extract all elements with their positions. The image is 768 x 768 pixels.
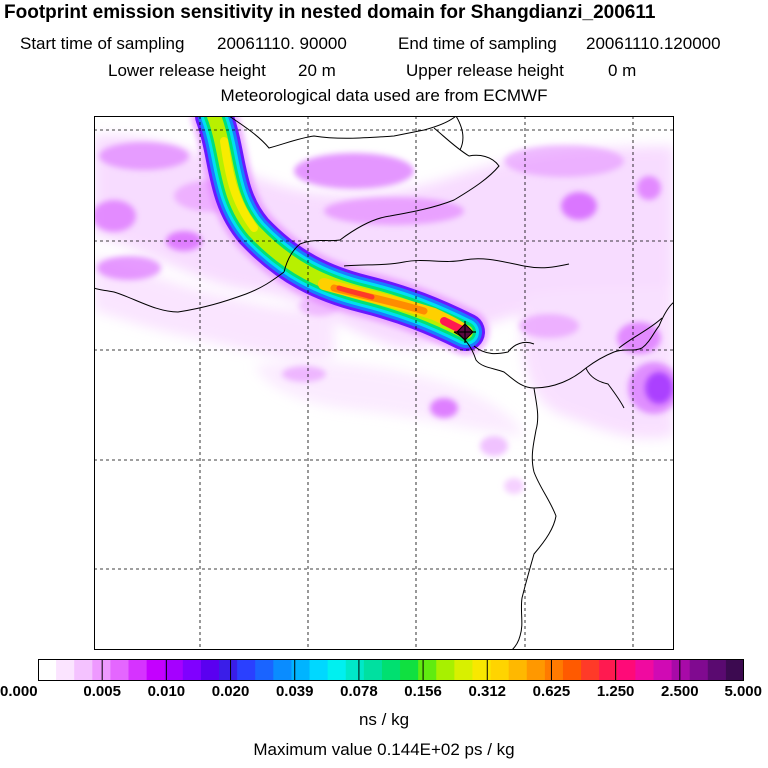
colorbar-tick-label: 0.039 (275, 683, 314, 700)
colorbar-cell (671, 659, 691, 681)
coastlines-and-borders (94, 116, 674, 650)
upper-height-label: Upper release height (406, 61, 564, 80)
colorbar-cells (38, 659, 744, 681)
colorbar-cell (707, 659, 727, 681)
lower-height-value: 20 m (298, 61, 336, 80)
colorbar-cell (617, 659, 636, 681)
colorbar-cell (92, 659, 112, 681)
colorbar-tick-label: 0.020 (211, 683, 250, 700)
colorbar-tick-label: 0.000 (0, 683, 38, 700)
colorbar-cell (363, 659, 383, 681)
colorbar-cell (146, 659, 166, 681)
colorbar-tick-label: 2.500 (661, 683, 699, 700)
colorbar-cell (725, 659, 744, 681)
colorbar-cell (508, 659, 528, 681)
footprint-plume (191, 116, 489, 355)
colorbar-cell (38, 659, 57, 681)
colorbar-cell (562, 659, 582, 681)
start-time-label: Start time of sampling (20, 34, 185, 53)
colorbar-tick-label: 0.156 (404, 683, 442, 700)
colorbar-cell (56, 659, 75, 681)
colorbar-cell (599, 659, 618, 681)
colorbar-cell (327, 659, 347, 681)
colorbar-cell (490, 659, 510, 681)
colorbar-tick-label: 0.078 (340, 683, 378, 700)
colorbar-cell (454, 659, 474, 681)
receptor-marker (454, 321, 476, 343)
colorbar-cell (309, 659, 329, 681)
colorbar-cell (164, 659, 184, 681)
map-frame (94, 116, 674, 650)
colorbar-cell (653, 659, 673, 681)
colorbar-tick-label: 0.010 (147, 683, 186, 700)
colorbar-cell (635, 659, 655, 681)
latlon-gridlines (94, 116, 674, 650)
colorbar-cell (255, 659, 274, 681)
end-time-value: 20061110.120000 (586, 34, 721, 53)
figure-title: Footprint emission sensitivity in nested… (4, 2, 656, 23)
colorbar-cell (544, 659, 564, 681)
start-time-value: 20061110. 90000 (217, 34, 347, 53)
lower-height-label: Lower release height (108, 61, 266, 80)
colorbar (38, 659, 744, 681)
colorbar-cell (472, 659, 492, 681)
colorbar-tick-label: 1.250 (596, 683, 635, 700)
colorbar-cell (200, 659, 220, 681)
colorbar-cell (418, 659, 437, 681)
met-data-line: Meteorological data used are from ECMWF (220, 86, 548, 105)
colorbar-tick-label: 5.000 (724, 683, 762, 700)
colorbar-cell (689, 659, 709, 681)
upper-height-value: 0 m (608, 61, 637, 80)
colorbar-cell (581, 659, 600, 681)
colorbar-cell (381, 659, 401, 681)
colorbar-units: ns / kg (358, 710, 410, 729)
footprint-map (94, 116, 674, 650)
colorbar-cell (291, 659, 311, 681)
colorbar-cell (182, 659, 202, 681)
colorbar-cell (526, 659, 546, 681)
colorbar-cell (345, 659, 365, 681)
colorbar-tick-label: 0.005 (83, 683, 121, 700)
colorbar-cell (273, 659, 293, 681)
colorbar-cell (110, 659, 130, 681)
colorbar-cell (237, 659, 256, 681)
colorbar-tick-label: 0.625 (532, 683, 571, 700)
maximum-value-text: Maximum value 0.144E+02 ps / kg (253, 740, 515, 759)
colorbar-cell (128, 659, 148, 681)
end-time-label: End time of sampling (398, 34, 557, 53)
colorbar-cell (400, 659, 419, 681)
colorbar-cell (219, 659, 238, 681)
colorbar-cell (74, 659, 93, 681)
colorbar-cell (436, 659, 455, 681)
colorbar-tick-label: 0.312 (468, 683, 507, 700)
